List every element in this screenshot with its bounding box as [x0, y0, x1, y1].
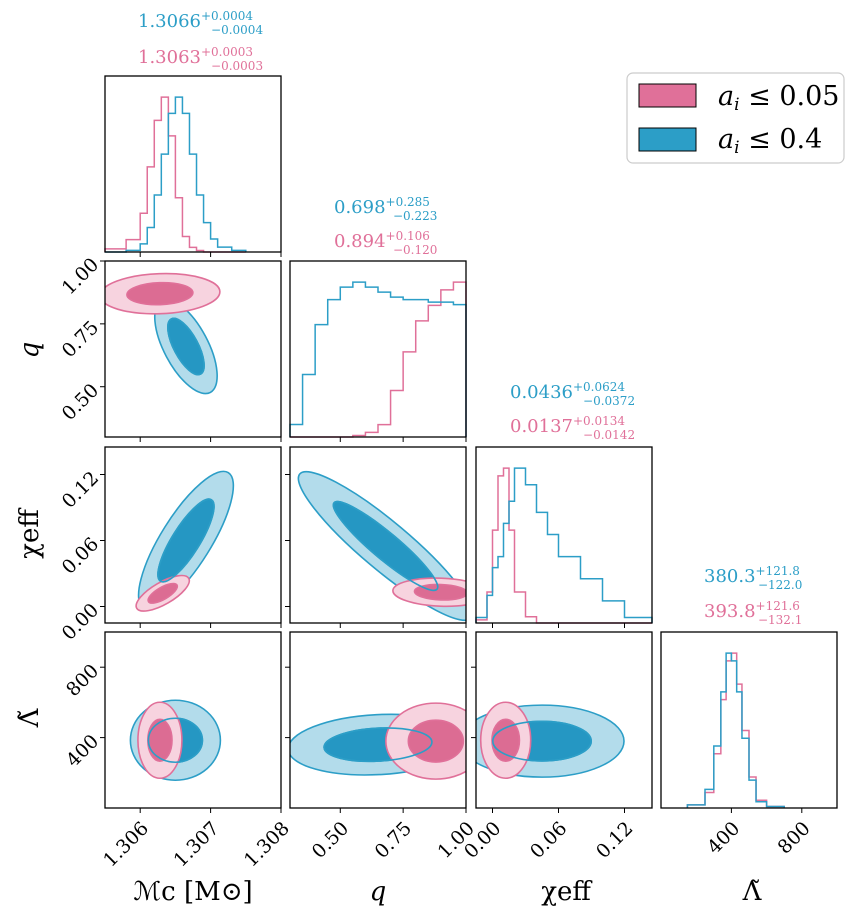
q-vs-mc-pink-inner: [126, 281, 194, 306]
legend-swatch-blue: [638, 127, 697, 152]
legend-label-blue: ai ≤ 0.4: [718, 124, 822, 158]
chi-vs-q-blue-inner-line: [332, 500, 439, 592]
ytick-label-q-0: 0.50: [58, 379, 103, 424]
summary-mc-pink: 1.3063+0.0003 −0.0003: [138, 45, 263, 73]
summary-lambda: 380.3+121.8 −122.0 393.8+121.6 −132.1: [704, 564, 802, 627]
panel-frame-3-2: [475, 631, 653, 809]
xtick-label-chi_eff-1: 0.06: [526, 817, 571, 862]
ylabel-chi: χeff: [15, 507, 45, 559]
hist-Lambda-blue: [686, 652, 785, 808]
panel-frame-3-3: [660, 631, 838, 809]
chi-vs-mc-pink-inner: [147, 582, 179, 604]
summary-q: 0.698+0.285 −0.223 0.894+0.106 −0.120: [334, 195, 437, 257]
xtick-label-Lambda-1: 800: [774, 817, 815, 858]
chi-vs-q-pink-inner: [413, 583, 466, 601]
panel-frame-2-1: [289, 446, 467, 624]
legend-label-pink: ai ≤ 0.05: [718, 81, 839, 115]
hist-q-blue: [289, 281, 467, 437]
xlabel-mc: ℳc [M⊙]: [133, 877, 252, 907]
hist-Mc-pink: [104, 96, 246, 253]
ytick-label-chi_eff-0: 0.00: [58, 599, 103, 644]
panel-frame-2-0: [104, 446, 282, 624]
contour-panel-q-vs-mc: [105, 272, 221, 395]
xtick-label-chi_eff-2: 0.12: [592, 817, 637, 862]
contour-panel-chi-vs-mc: [135, 470, 235, 612]
summary-q-pink: 0.894+0.106 −0.120: [334, 229, 437, 257]
summary-lambda-blue: 380.3+121.8 −122.0: [704, 564, 802, 592]
xtick-label-Mc-0: 1.306: [99, 817, 153, 871]
xtick-label-q-0: 0.50: [308, 817, 353, 862]
summary-q-blue: 0.698+0.285 −0.223: [334, 195, 437, 223]
hist-Mc-blue: [105, 96, 247, 253]
chi-vs-mc-blue-inner-line: [157, 498, 215, 583]
lambda-vs-mc-blue-inner-line: [147, 717, 204, 764]
panel-frame-3-0: [104, 631, 282, 809]
summary-mc-blue: 1.3066+0.0004 −0.0004: [138, 9, 263, 37]
lambda-vs-chi-blue-inner-line: [491, 720, 592, 762]
ylabel-lambda: Λ̃: [15, 707, 45, 728]
contours-q-vs-mc: [105, 272, 221, 395]
contour-panel-lambda-vs-chi: [476, 701, 625, 780]
summary-mc: 1.3066+0.0004 −0.0004 1.3063+0.0003 −0.000…: [138, 9, 263, 73]
hist-q-pink: [290, 281, 467, 438]
hist-chi_eff-blue: [475, 467, 653, 623]
ytick-label-Lambda-1: 800: [62, 660, 103, 701]
ytick-label-chi_eff-1: 0.06: [58, 533, 103, 578]
contour-panel-lambda-vs-mc: [129, 699, 222, 782]
contours-lambda-vs-q: [290, 702, 466, 780]
xtick-label-Mc-1: 1.307: [170, 817, 224, 871]
ytick-label-q-2: 1.00: [58, 254, 103, 299]
ylabel-q: q: [15, 342, 45, 359]
panel-frame-3-1: [289, 631, 467, 809]
contours-lambda-vs-mc: [129, 699, 222, 782]
summary-chi: 0.0436+0.0624 −0.0372 0.0137+0.0134 −0.014…: [510, 380, 635, 442]
lambda-vs-q-blue-inner-line: [323, 727, 433, 763]
xtick-label-q-1: 0.75: [371, 817, 416, 862]
contours-lambda-vs-chi: [476, 701, 625, 780]
xlabel-lambda: Λ̃: [742, 877, 763, 907]
summary-chi-blue: 0.0436+0.0624 −0.0372: [510, 380, 635, 408]
legend: ai ≤ 0.05 ai ≤ 0.4: [626, 72, 845, 164]
legend-swatch-pink: [638, 83, 697, 108]
hist-Lambda-pink: [686, 652, 785, 808]
panel-frame-1-1: [289, 260, 467, 438]
xlabel-chi: χeff: [541, 877, 593, 907]
panel-frame-2-2: [475, 446, 653, 624]
contour-panel-lambda-vs-q: [290, 702, 466, 780]
contours-chi-vs-mc: [135, 470, 235, 612]
hist-chi_eff-pink: [475, 467, 652, 624]
ytick-label-chi_eff-2: 0.12: [58, 467, 103, 512]
summary-chi-pink: 0.0137+0.0134 −0.0142: [510, 414, 635, 442]
lambda-vs-q-pink-inner: [407, 719, 465, 763]
contours-chi-vs-q: [297, 470, 466, 622]
xlabel-q: q: [370, 877, 387, 907]
xtick-label-Lambda-0: 400: [703, 817, 744, 858]
q-vs-mc-blue-inner-line: [167, 317, 205, 376]
ytick-label-q-1: 0.75: [58, 317, 103, 362]
contour-panel-chi-vs-q: [297, 470, 466, 622]
panel-frame-1-0: [104, 260, 282, 438]
ytick-label-Lambda-0: 400: [62, 730, 103, 771]
panel-frame-0-0: [104, 75, 282, 253]
xtick-label-Mc-2: 1.308: [240, 817, 294, 871]
lambda-vs-mc-pink-inner: [147, 718, 173, 762]
summary-lambda-pink: 393.8+121.6 −132.1: [704, 599, 802, 627]
